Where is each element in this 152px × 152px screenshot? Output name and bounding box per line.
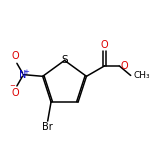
Text: +: + (24, 69, 30, 75)
Text: O: O (120, 61, 128, 71)
Text: O: O (11, 51, 19, 61)
Text: N: N (19, 70, 26, 80)
Text: CH₃: CH₃ (134, 71, 151, 80)
Text: S: S (61, 55, 68, 65)
Text: Br: Br (42, 122, 53, 132)
Text: O: O (11, 88, 19, 98)
Text: −: − (9, 83, 15, 89)
Text: O: O (101, 40, 108, 50)
